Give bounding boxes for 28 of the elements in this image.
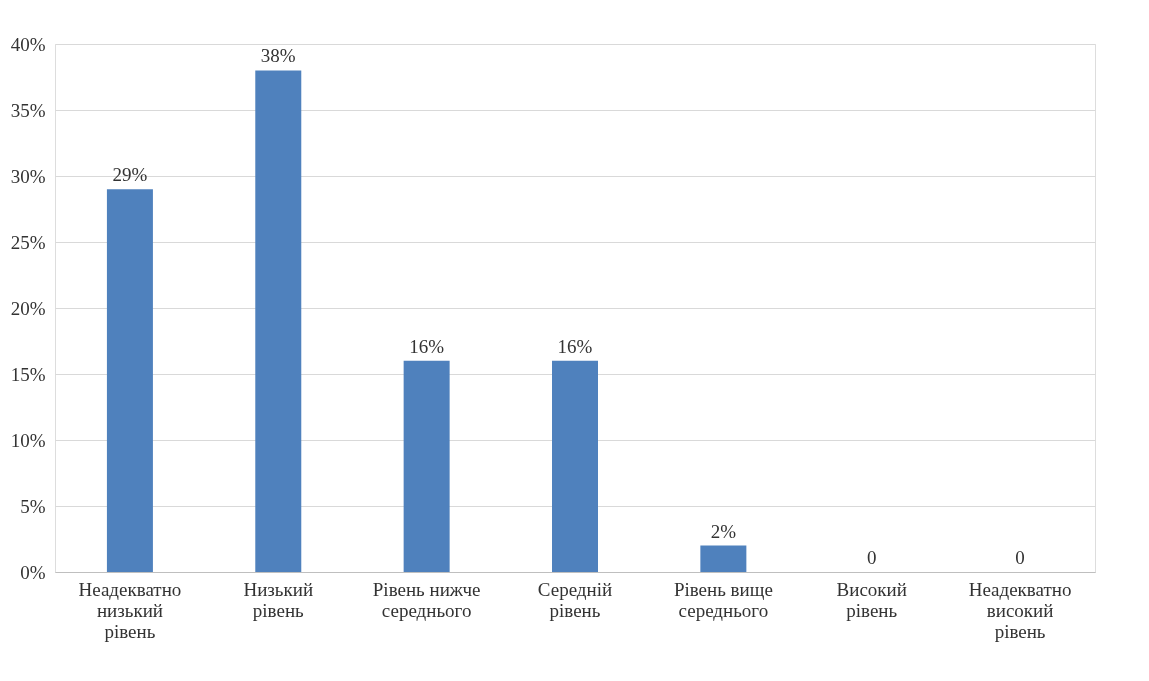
x-tick-label: Рівень нижче середнього bbox=[372, 578, 481, 621]
x-tick-label: Низький рівень bbox=[243, 578, 314, 621]
data-label: 2% bbox=[710, 520, 737, 542]
bar bbox=[106, 189, 153, 572]
bar bbox=[700, 545, 747, 572]
x-tick-label: Середній рівень bbox=[537, 578, 613, 621]
x-tick-label: Неадекватно високий рівень bbox=[968, 578, 1072, 642]
y-tick-label: 35% bbox=[10, 99, 46, 121]
y-tick-label: 20% bbox=[10, 297, 46, 319]
data-label: 16% bbox=[409, 335, 445, 357]
data-label: 0 bbox=[1015, 547, 1025, 568]
bar bbox=[403, 360, 450, 572]
y-tick-label: 15% bbox=[10, 363, 46, 385]
bar bbox=[552, 360, 598, 572]
y-tick-label: 0% bbox=[20, 561, 46, 583]
data-label: 38% bbox=[260, 45, 296, 67]
x-tick-label: Високий рівень bbox=[836, 578, 907, 621]
y-tick-label: 10% bbox=[10, 429, 46, 451]
data-label: 16% bbox=[557, 335, 593, 357]
x-tick-label: Неадекватно низький рівень bbox=[78, 578, 182, 642]
y-tick-label: 40% bbox=[10, 33, 46, 55]
y-tick-label: 5% bbox=[20, 495, 46, 517]
y-tick-label: 30% bbox=[10, 165, 46, 187]
data-label: 29% bbox=[112, 164, 148, 186]
y-tick-label: 25% bbox=[10, 231, 46, 253]
data-label: 0 bbox=[866, 547, 877, 568]
x-tick-label: Рівень вище середнього bbox=[673, 578, 773, 621]
bar bbox=[255, 70, 302, 572]
